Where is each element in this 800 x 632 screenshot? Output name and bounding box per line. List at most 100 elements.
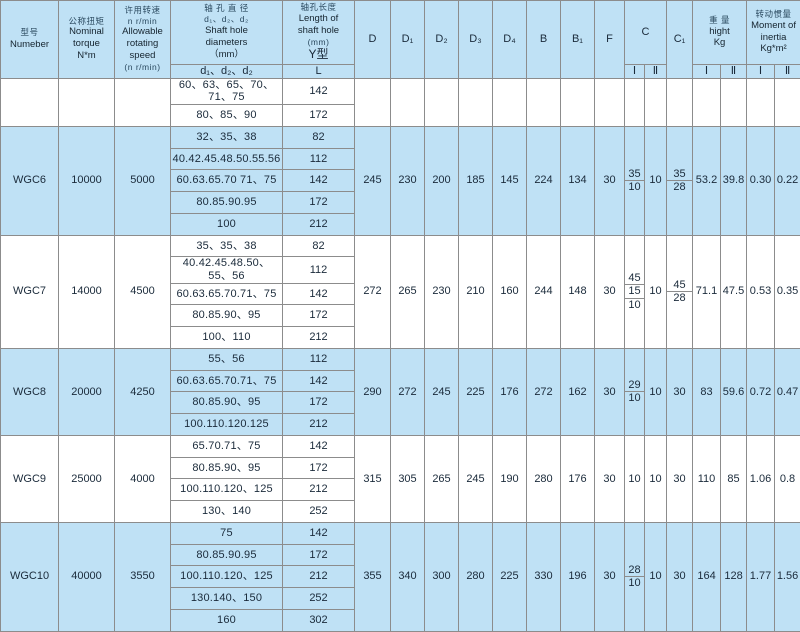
cell-C1-part: 28 [667, 181, 692, 194]
cell-model [1, 78, 59, 126]
header-torque: 公称扭矩 Nominal torque N*m [59, 1, 115, 79]
cell-weight-II: 128 [721, 522, 747, 631]
header-speed-cn: 许用转速 [124, 6, 160, 16]
header-C: C [625, 1, 667, 65]
cell-D4: 145 [493, 126, 527, 235]
header-inertia: 转动惯量 Moment of inertia Kg*m² [747, 1, 800, 65]
cell-model: WGC10 [1, 522, 59, 631]
header-F: F [595, 1, 625, 79]
cell-shaft-hole-diameter: 65.70.71、75 [171, 435, 283, 457]
cell-shaft-hole-diameter: 60.63.65.70.71、75 [171, 283, 283, 305]
cell-D: 315 [355, 435, 391, 522]
header-weight: 重 量 hight Kg [693, 1, 747, 65]
cell-nominal-torque [59, 78, 115, 126]
header-inertia-I: Ⅰ [747, 65, 775, 79]
cell-shaft-hole-length: 112 [283, 257, 355, 283]
cell-B: 244 [527, 235, 561, 348]
header-torque-en: Nominal [69, 27, 104, 38]
cell-allowable-speed: 3550 [115, 522, 171, 631]
cell-D1: 265 [391, 235, 425, 348]
cell-weight-I: 83 [693, 348, 721, 435]
cell-weight-II: 59.6 [721, 348, 747, 435]
header-torque-cn: 公称扭矩 [68, 17, 104, 27]
cell-D4: 160 [493, 235, 527, 348]
cell-model: WGC9 [1, 435, 59, 522]
cell-C-I-part: 10 [625, 299, 644, 312]
cell-D2: 245 [425, 348, 459, 435]
cell-shaft-hole-diameter: 100 [171, 213, 283, 235]
cell-B1: 162 [561, 348, 595, 435]
cell-C1: 30 [667, 348, 693, 435]
header-speed-en3: speed [130, 51, 156, 62]
cell-shaft-hole-diameter: 100.110.120、125 [171, 566, 283, 588]
cell-B: 272 [527, 348, 561, 435]
cell-B: 330 [527, 522, 561, 631]
cell-shaft-hole-diameter: 100.110.120.125 [171, 414, 283, 436]
cell-F: 30 [595, 435, 625, 522]
cell-shaft-hole-length: 172 [283, 457, 355, 479]
header-inertia-cn: 转动惯量 [756, 10, 792, 20]
cell-B1: 134 [561, 126, 595, 235]
cell-D1: 305 [391, 435, 425, 522]
cell-shaft-hole-length: 82 [283, 126, 355, 148]
cell-weight-I: 53.2 [693, 126, 721, 235]
cell-shaft-hole-length: 212 [283, 213, 355, 235]
header-C-I: Ⅰ [625, 65, 645, 79]
cell-allowable-speed: 4250 [115, 348, 171, 435]
cell-C-I: 10 [625, 435, 645, 522]
cell-D2: 300 [425, 522, 459, 631]
cell-F: 30 [595, 126, 625, 235]
cell-model: WGC6 [1, 126, 59, 235]
cell-C-II: 10 [645, 235, 667, 348]
cell-B1 [561, 78, 595, 126]
cell-shaft-hole-diameter: 75 [171, 522, 283, 544]
cell-shaft-hole-length: 82 [283, 235, 355, 257]
cell-inertia-I: 1.77 [747, 522, 775, 631]
cell-shaft-hole-diameter: 80.85.90、95 [171, 305, 283, 327]
table-header: 型号 Numeber 公称扭矩 Nominal torque N*m 许用转速 … [1, 1, 800, 79]
header-bore-en: Shaft hole [205, 26, 248, 37]
cell-shaft-hole-length: 172 [283, 544, 355, 566]
header-bore-cn: 轴 孔 直 径 [204, 4, 249, 14]
cell-inertia-II [775, 78, 800, 126]
header-weight-II: Ⅱ [721, 65, 747, 79]
cell-D1 [391, 78, 425, 126]
cell-shaft-hole-diameter: 60.63.65.70.71、75 [171, 370, 283, 392]
cell-C-II: 10 [645, 348, 667, 435]
cell-nominal-torque: 20000 [59, 348, 115, 435]
cell-B1: 148 [561, 235, 595, 348]
cell-shaft-hole-diameter: 55、56 [171, 348, 283, 370]
cell-C-I-part: 29 [625, 379, 644, 393]
cell-inertia-II: 0.35 [775, 235, 800, 348]
cell-shaft-hole-diameter: 80、85、90 [171, 105, 283, 127]
cell-D1: 340 [391, 522, 425, 631]
header-shaft-length-cn: 轴孔长度 [300, 3, 336, 13]
cell-model: WGC8 [1, 348, 59, 435]
header-D4: D₄ [493, 1, 527, 79]
cell-shaft-hole-length: 142 [283, 170, 355, 192]
header-bore-en2: diameters [206, 38, 248, 49]
cell-C-II: 10 [645, 435, 667, 522]
cell-D3 [459, 78, 493, 126]
cell-weight-I: 71.1 [693, 235, 721, 348]
header-bore: 轴 孔 直 径 d₁、d₂、d₂ Shaft hole diameters （m… [171, 1, 283, 65]
cell-inertia-I: 0.72 [747, 348, 775, 435]
cell-weight-II: 39.8 [721, 126, 747, 235]
cell-shaft-hole-diameter: 40.42.45.48.50.55.56 [171, 148, 283, 170]
cell-C-I-part: 10 [625, 392, 644, 405]
cell-C-I-part: 45 [625, 272, 644, 286]
cell-allowable-speed: 5000 [115, 126, 171, 235]
cell-C-I-part: 15 [625, 285, 644, 299]
cell-shaft-hole-diameter: 60.63.65.70 71、75 [171, 170, 283, 192]
cell-nominal-torque: 14000 [59, 235, 115, 348]
cell-shaft-hole-diameter: 80.85.90.95 [171, 544, 283, 566]
